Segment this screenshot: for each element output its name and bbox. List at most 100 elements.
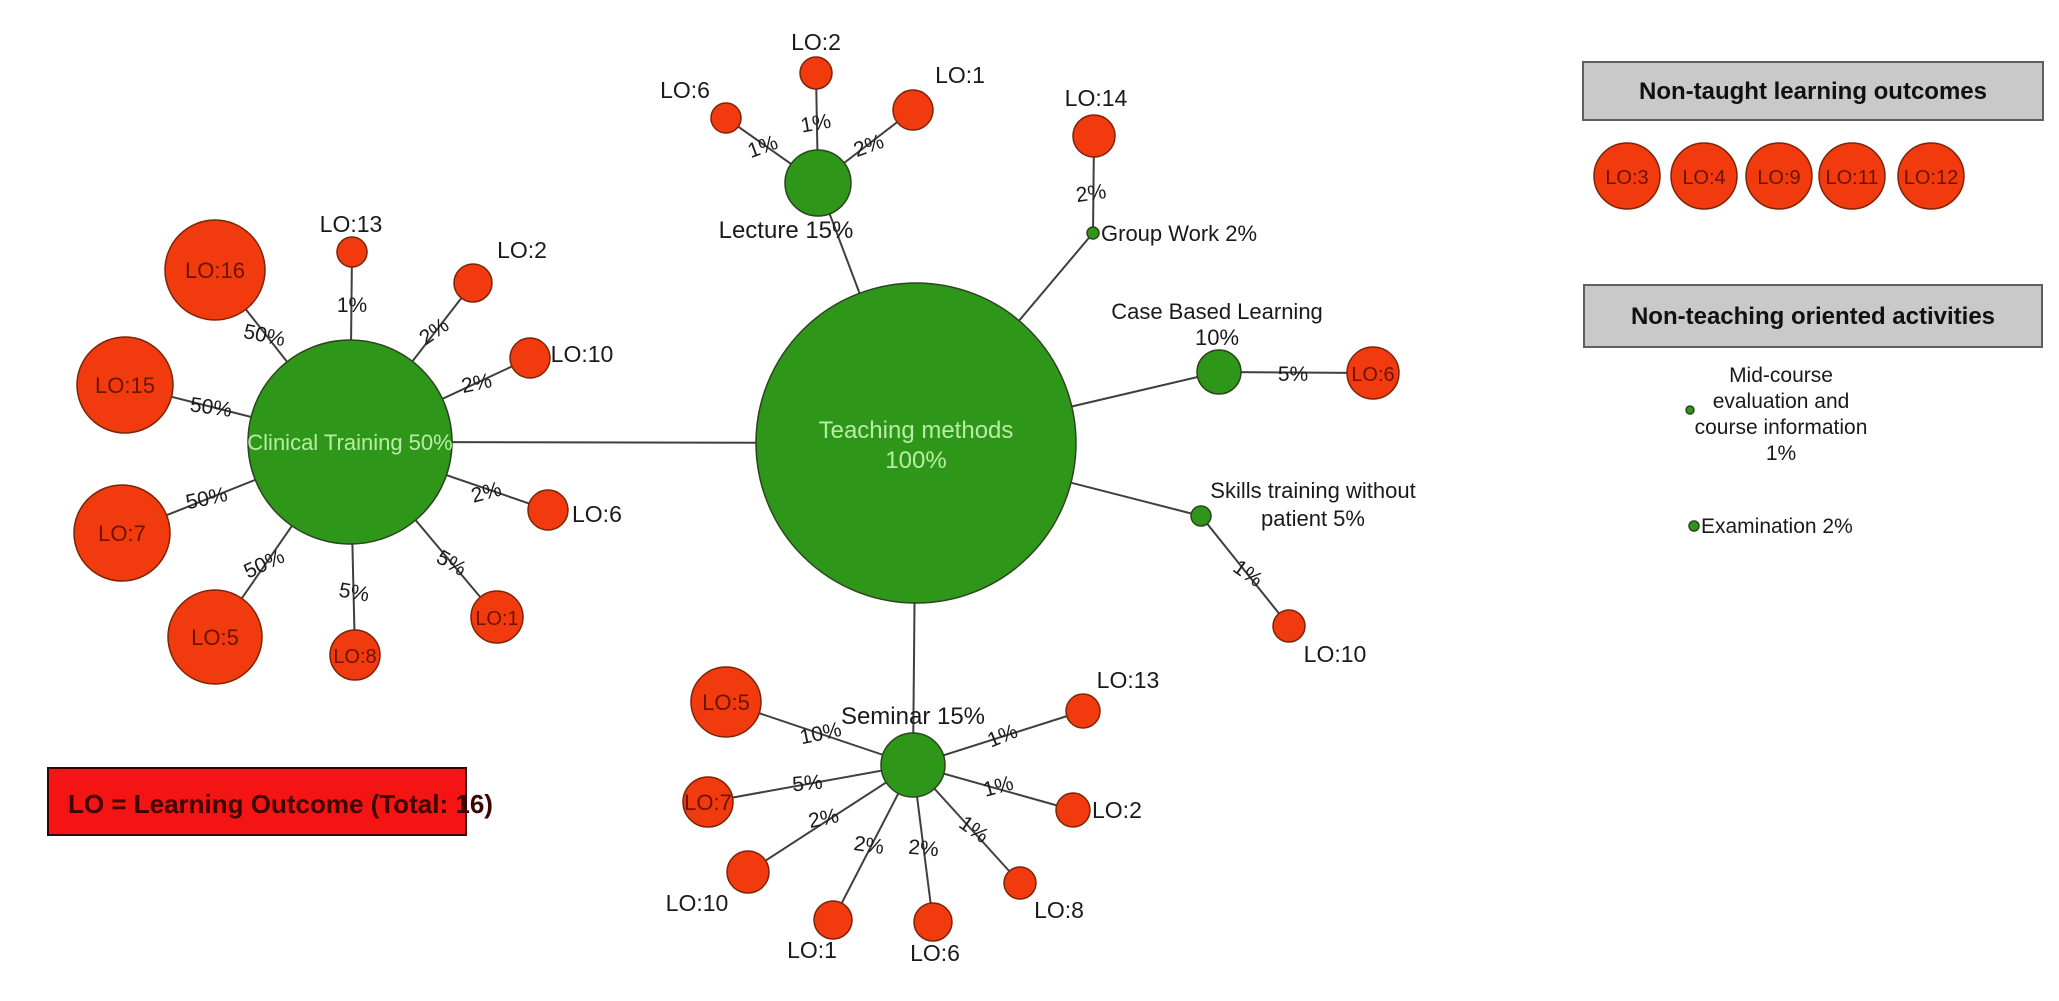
node-clinical-lo-7 [73,484,171,582]
skills-lo-10-label: LO:10 [1304,641,1367,667]
nontaught-lo-3-label: LO:3 [1605,167,1648,189]
node-case-hub [1196,349,1242,395]
edge-label-clinical-lo8: 5% [337,579,371,607]
edge-label-case-lo6: 5% [1278,363,1308,386]
clinical-lo-8-label: LO:8 [333,646,376,668]
node-clinical-lo-10 [509,337,551,379]
edge-label-seminar-lo5: 10% [798,718,844,749]
node-case-lo-6 [1346,346,1400,400]
clinical-lo-13-label: LO:13 [320,211,383,237]
nontaught-header-box [1582,61,2044,121]
edge-label-lecture-lo2: 1% [799,110,833,138]
seminar-lo-2-label: LO:2 [1092,797,1142,823]
edge-label-clinical-lo7: 50% [184,483,230,514]
node-seminar-lo-7 [682,776,734,828]
node-clinical-hub [247,339,453,545]
clinical-lo-16-label: LO:16 [185,258,245,283]
clinical-lo-1-label: LO:1 [475,608,518,630]
node-nontaught-lo-12 [1897,142,1965,210]
groupwork-hub-label: Group Work 2% [1101,221,1257,246]
edge-label-seminar-lo10: 2% [806,804,840,833]
clinical-lo-7-label: LO:7 [98,521,146,546]
node-groupwork-hub [1086,226,1100,240]
seminar-lo-10-label: LO:10 [666,890,729,916]
groupwork-lo-14-label: LO:14 [1065,85,1128,111]
node-groupwork-lo-14 [1072,114,1116,158]
node-clinical-lo-2 [453,263,493,303]
legend-box [47,767,467,836]
node-clinical-lo-15 [76,336,174,434]
node-lecture-lo-2 [799,56,833,90]
lecture-lo-2-label: LO:2 [791,29,841,55]
nontaught-lo-9-label: LO:9 [1757,167,1800,189]
node-clinical-lo-13 [336,236,368,268]
clinical-lo-10-label: LO:10 [551,341,614,367]
node-nontaught-lo-11 [1818,142,1886,210]
edge-label-seminar-lo1: 2% [852,832,885,859]
case-lo-6-label: LO:6 [1351,364,1394,386]
node-seminar-lo-13 [1065,693,1101,729]
nonteaching-header-box [1583,284,2043,348]
seminar-lo-8-label: LO:8 [1034,897,1084,923]
node-seminar-lo-2 [1055,792,1091,828]
node-nontaught-lo-3 [1593,142,1661,210]
clinical-lo-15-label: LO:15 [95,373,155,398]
midcourse-label: Mid-course evaluation and course informati… [1695,364,1868,465]
edge-label-clinical-lo15: 50% [188,393,233,422]
examination-label: Examination 2% [1701,515,1853,538]
teaching-hub-label: Teaching methods 100% [819,417,1014,474]
edge-label-seminar-lo6: 2% [907,836,939,862]
node-clinical-lo-16 [164,219,266,321]
node-seminar-hub [880,732,946,798]
skills-hub-label: Skills training without patient 5% [1210,478,1415,531]
clinical-lo-6-label: LO:6 [572,501,622,527]
node-lecture-lo-1 [892,89,934,131]
node-teaching-hub [755,282,1077,604]
edge-label-skills-lo10: 1% [1229,556,1267,592]
case-hub-label: Case Based Learning 10% [1111,299,1323,350]
edge-label-clinical-lo1: 5% [432,546,470,581]
edge-label-seminar-lo13: 1% [984,720,1021,753]
node-clinical-lo-5 [167,589,263,685]
seminar-lo-5-label: LO:5 [702,690,750,715]
edge-label-groupwork-lo14: 2% [1074,180,1107,207]
node-clinical-lo-1 [470,590,524,644]
node-lecture-hub [784,149,852,217]
seminar-lo-6-label: LO:6 [910,940,960,966]
node-seminar-lo-6 [913,902,953,942]
nontaught-header-text: Non-taught learning outcomes [1639,78,1987,105]
edge-label-seminar-lo2: 1% [981,772,1016,802]
node-lecture-lo-6 [710,102,742,134]
node-seminar-lo-10 [726,850,770,894]
nontaught-lo-4-label: LO:4 [1682,167,1725,189]
seminar-lo-13-label: LO:13 [1097,667,1160,693]
node-seminar-lo-1 [813,900,853,940]
edge-label-clinical-lo6: 2% [469,478,504,508]
lecture-lo-6-label: LO:6 [660,77,710,103]
clinical-lo-5-label: LO:5 [191,625,239,650]
edge-label-clinical-lo16: 50% [241,320,287,351]
edge-label-clinical-lo10: 2% [459,369,493,398]
node-clinical-lo-6 [527,489,569,531]
node-skills-hub [1190,505,1212,527]
nontaught-lo-12-label: LO:12 [1904,167,1958,189]
seminar-lo-1-label: LO:1 [787,937,837,963]
lecture-lo-1-label: LO:1 [935,62,985,88]
edge-label-clinical-lo2: 2% [415,314,453,350]
node-examination-dot [1688,520,1700,532]
clinical-hub-label: Clinical Training 50% [247,430,452,455]
nontaught-lo-11-label: LO:11 [1826,167,1879,189]
lecture-hub-label: Lecture 15% [719,217,854,244]
nonteaching-header-text: Non-teaching oriented activities [1631,303,1995,330]
clinical-lo-2-label: LO:2 [497,237,547,263]
seminar-hub-label: Seminar 15% [841,703,985,730]
legend-text: LO = Learning Outcome (Total: 16) [68,789,493,819]
edge-label-clinical-lo5: 50% [240,545,288,584]
node-midcourse-dot [1685,405,1695,415]
seminar-lo-7-label: LO:7 [684,790,732,815]
edge-skills-hub--skills-lo-10 [1200,515,1290,627]
node-seminar-lo-5 [690,666,762,738]
edge-seminar-hub--seminar-lo-7 [707,764,914,803]
